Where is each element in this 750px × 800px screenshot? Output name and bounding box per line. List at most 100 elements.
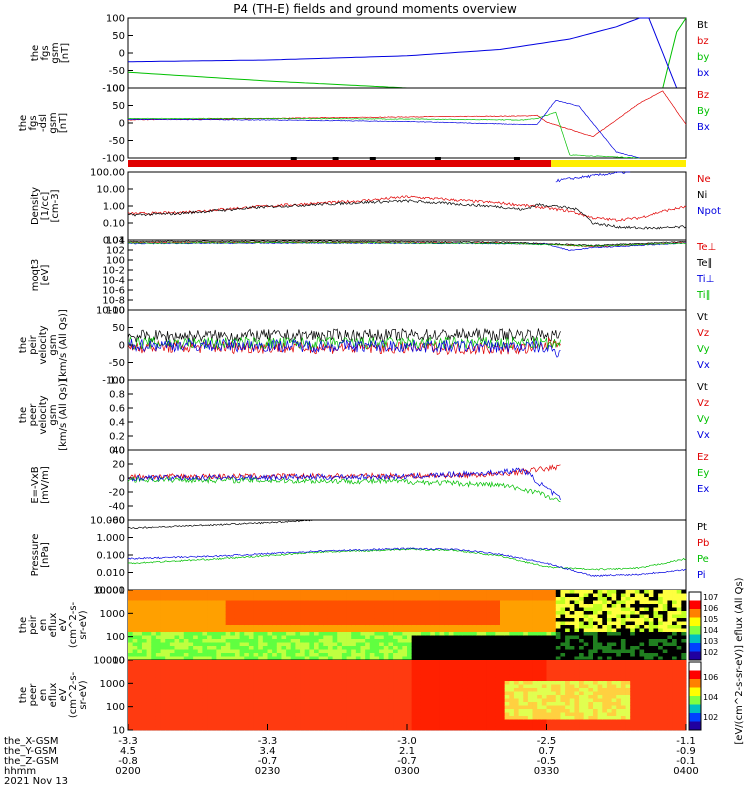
heatmap-cell (509, 705, 515, 710)
heatmap-cell (537, 621, 543, 626)
heatmap-cell (365, 726, 371, 731)
heatmap-cell (304, 698, 310, 703)
heatmap-cell (360, 712, 366, 717)
heatmap-cell (560, 628, 566, 633)
heatmap-cell (458, 670, 464, 675)
heatmap-cell (672, 674, 678, 678)
heatmap-cell (369, 712, 375, 717)
heatmap-cell (327, 702, 333, 706)
heatmap-cell (411, 614, 417, 619)
heatmap-cell (272, 716, 278, 720)
heatmap-cell (272, 684, 278, 689)
heatmap-cell (495, 663, 501, 668)
heatmap-cell (155, 649, 161, 654)
heatmap-cell (276, 684, 282, 689)
heatmap-cell (388, 674, 394, 678)
heatmap-cell (327, 635, 333, 640)
heatmap-cell (383, 677, 389, 682)
heatmap-cell (253, 705, 259, 710)
heatmap-cell (462, 681, 468, 685)
heatmap-cell (416, 656, 422, 661)
heatmap-cell (518, 621, 524, 626)
heatmap-cell (234, 621, 240, 626)
heatmap-cell (360, 649, 366, 654)
heatmap-cell (351, 726, 357, 731)
heatmap-cell (430, 712, 436, 717)
heatmap-cell (393, 618, 399, 622)
heatmap-cell (434, 709, 440, 713)
heatmap-cell (272, 625, 278, 629)
heatmap-cell (537, 695, 543, 699)
heatmap-cell (602, 597, 608, 601)
heatmap-cell (653, 614, 659, 619)
heatmap-cell (290, 705, 296, 710)
heatmap-cell (318, 653, 324, 657)
heatmap-cell (532, 649, 538, 654)
heatmap-cell (388, 670, 394, 675)
heatmap-cell (174, 705, 180, 710)
heatmap-cell (262, 593, 268, 598)
heatmap-cell (546, 656, 552, 661)
heatmap-cell (620, 674, 626, 678)
heatmap-cell (606, 607, 612, 612)
heatmap-cell (574, 726, 580, 731)
heatmap-cell (565, 618, 571, 622)
heatmap-cell (146, 726, 152, 731)
heatmap-cell (509, 611, 515, 615)
heatmap-cell (197, 719, 203, 724)
heatmap-cell (500, 677, 506, 682)
heatmap-cell (174, 698, 180, 703)
heatmap-cell (453, 684, 459, 689)
heatmap-cell (458, 684, 464, 689)
heatmap-cell (286, 642, 292, 647)
heatmap-cell (555, 593, 561, 598)
heatmap-cell (309, 642, 315, 647)
heatmap-cell (281, 590, 287, 594)
heatmap-cell (448, 716, 454, 720)
heatmap-cell (425, 674, 431, 678)
heatmap-cell (639, 656, 645, 661)
heatmap-cell (262, 709, 268, 713)
heatmap-cell (332, 681, 338, 685)
heatmap-cell (602, 691, 608, 696)
heatmap-cell (369, 590, 375, 594)
heatmap-cell (467, 590, 473, 594)
heatmap-cell (481, 607, 487, 612)
heatmap-cell (346, 670, 352, 675)
heatmap-cell (393, 677, 399, 682)
heatmap-cell (434, 712, 440, 717)
heatmap-cell (555, 632, 561, 636)
heatmap-cell (532, 625, 538, 629)
heatmap-cell (606, 660, 612, 664)
heatmap-cell (662, 695, 668, 699)
heatmap-cell (597, 653, 603, 657)
heatmap-cell (658, 649, 664, 654)
heatmap-cell (230, 611, 236, 615)
heatmap-cell (341, 716, 347, 720)
heatmap-cell (234, 712, 240, 717)
heatmap-cell (416, 663, 422, 668)
heatmap-cell (602, 702, 608, 706)
heatmap-cell (462, 607, 468, 612)
heatmap-cell (453, 681, 459, 685)
heatmap-cell (486, 646, 492, 650)
heatmap-cell (327, 716, 333, 720)
y-axis-label-line: eflux (48, 613, 59, 638)
heatmap-cell (407, 621, 413, 626)
heatmap-cell (606, 698, 612, 703)
heatmap-cell (281, 653, 287, 657)
heatmap-cell (141, 684, 147, 689)
heatmap-cell (546, 590, 552, 594)
heatmap-cell (523, 681, 529, 685)
heatmap-cell (434, 607, 440, 612)
heatmap-cell (662, 698, 668, 703)
heatmap-cell (253, 604, 259, 608)
heatmap-cell (476, 674, 482, 678)
heatmap-cell (597, 723, 603, 727)
heatmap-cell (281, 621, 287, 626)
heatmap-cell (146, 688, 152, 692)
heatmap-cell (532, 660, 538, 664)
heatmap-cell (234, 600, 240, 605)
heatmap-cell (667, 635, 673, 640)
